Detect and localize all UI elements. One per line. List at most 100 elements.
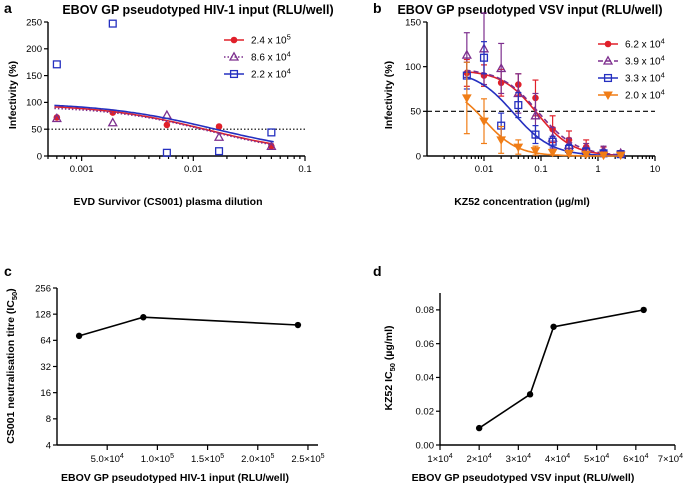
- chart-b-series-3-point: [598, 151, 609, 161]
- chart-b-series-3-point: [581, 150, 592, 160]
- chart-a-series-1-point: [266, 140, 277, 151]
- chart-d-xtick-label: 6×104: [623, 453, 648, 465]
- chart-c-xlabel: EBOV GP pseudotyped HIV-1 input (RLU/wel…: [61, 472, 289, 484]
- chart-a-legend-label-1-exp: 4: [287, 50, 291, 59]
- chart-b-series-3-point: [564, 149, 574, 159]
- chart-a-series-1-point: [213, 131, 225, 141]
- chart-c-xtick-label-exp: 4: [120, 453, 124, 460]
- chart-b-legend-marker-3: [603, 91, 613, 101]
- chart-b-series-1-point: [530, 110, 541, 120]
- chart-d-ytick-label: 0.02: [416, 407, 435, 418]
- chart-b-series-3-fit-line: [465, 101, 622, 157]
- chart-d-xtick-label: 1×104: [427, 453, 452, 465]
- chart-c-point: [140, 314, 147, 321]
- chart-b-legend-label-2-base: 3.3 x 10: [625, 74, 661, 85]
- chart-d-xtick-label-base: 3×10: [506, 454, 527, 465]
- chart-b-legend-label-3: 2.0 x 104: [625, 88, 665, 102]
- chart-d-ytick-label: 0.00: [416, 440, 435, 451]
- chart-d-ylabel: KZ52 IC50 (µg/ml): [383, 326, 397, 411]
- chart-c-ytick-label: 32: [40, 362, 51, 373]
- chart-b-legend-label-3-exp: 4: [661, 88, 665, 97]
- chart-b-series-2-point: [479, 53, 489, 62]
- chart-b-ylabel: Infectivity (%): [383, 61, 395, 129]
- chart-b-legend-label-0-exp: 4: [661, 37, 665, 46]
- chart-b-series-2-point: [514, 101, 523, 110]
- chart-d-xlabel: EBOV GP pseudotyped VSV input (RLU/well): [412, 472, 635, 484]
- chart-a-series-2-point: [214, 147, 224, 156]
- chart-b-series-2-fit-line: [465, 75, 622, 157]
- chart-d-xtick-label: 3×104: [506, 453, 531, 465]
- chart-d-ylabel-sub: 50: [388, 363, 397, 371]
- chart-a-series-1-point: [51, 112, 62, 123]
- chart-d-xtick-label-exp: 4: [605, 453, 609, 460]
- chart-b-legend-label-0-base: 6.2 x 10: [625, 40, 661, 51]
- chart-b-ytick-label: 150: [405, 17, 421, 28]
- chart-a-legend-label-0-exp: 5: [287, 33, 291, 42]
- chart-c-ytick-label: 256: [35, 283, 51, 294]
- chart-a-ytick-label: 0: [37, 151, 42, 162]
- chart-b-series-3-point: [513, 143, 524, 153]
- chart-a-plot: 0 50 100 150 200 250 0.001 0.01 0.1 2.4 x 105 8.6 …: [26, 17, 311, 175]
- chart-d-line: [478, 309, 644, 429]
- chart-d-ytick-label: 0.06: [416, 339, 435, 350]
- chart-c-ylabel-base: CS001 neutralisation titre (IC: [5, 300, 17, 444]
- chart-a-series-2-point: [267, 128, 276, 137]
- chart-a-series-0-fit-line: [54, 106, 274, 145]
- chart-b-series-1-fit-line: [465, 69, 622, 156]
- chart-a-legend-marker-1: [228, 51, 240, 61]
- panel-letter-d: d: [373, 263, 382, 279]
- panel-letter-c: c: [4, 263, 12, 279]
- chart-b-ytick-label: 0: [416, 151, 421, 162]
- chart-c-ylabel-sub: 50: [10, 292, 19, 300]
- chart-b-series-3-point: [530, 147, 541, 156]
- chart-b-ytick-label: 100: [405, 62, 421, 73]
- chart-d-point: [640, 306, 647, 314]
- chart-c-ylabel-end: ): [5, 288, 17, 292]
- chart-d-point: [526, 391, 534, 398]
- chart-b-series-2-point: [548, 137, 557, 146]
- chart-a-series-2-fit-line: [54, 104, 274, 143]
- chart-b-legend-label-1-exp: 4: [661, 54, 665, 63]
- chart-d-xtick-label: 7×104: [658, 453, 683, 465]
- chart-b-series-3-point: [496, 136, 507, 145]
- chart-a-series-1-point: [107, 117, 118, 127]
- chart-c-ytick-label: 64: [40, 336, 51, 347]
- chart-b-legend-label-3-base: 2.0 x 10: [625, 91, 661, 102]
- chart-c-xtick-label-base: 1.5×10: [191, 454, 220, 465]
- chart-a-series-0-point: [163, 121, 171, 129]
- chart-a-ytick-label: 150: [26, 71, 42, 82]
- chart-d-point: [550, 323, 557, 330]
- chart-d-xtick-label: 2×104: [467, 453, 492, 465]
- chart-a-legend-label-0-base: 2.4 x 10: [251, 36, 287, 47]
- chart-a-ytick-label: 250: [26, 17, 42, 28]
- chart-a-title: EBOV GP pseudotyped HIV-1 input (RLU/wel…: [62, 3, 333, 17]
- chart-d-ytick-label: 0.04: [416, 373, 435, 384]
- chart-b-title: EBOV GP pseudotyped VSV input (RLU/well): [397, 3, 662, 17]
- chart-c-xtick-label-base: 5.0×10: [91, 454, 120, 465]
- chart-a-series-1-fit-line: [54, 107, 274, 146]
- chart-c-xtick-label-exp: 5: [270, 453, 274, 460]
- chart-c-xtick-label: 2.0×105: [241, 453, 274, 465]
- chart-c-xtick-label-base: 1.0×10: [141, 454, 170, 465]
- chart-b-legend-label-0: 6.2 x 104: [625, 37, 665, 51]
- chart-a-ytick-label: 100: [26, 98, 42, 109]
- chart-d-ylabel-end: (µg/ml): [383, 326, 395, 364]
- chart-a-legend-label-2-base: 2.2 x 10: [251, 70, 287, 81]
- chart-d-xtick-label-exp: 4: [679, 453, 683, 460]
- chart-d-xtick-label-base: 5×10: [584, 454, 605, 465]
- chart-d-xtick-label-base: 1×10: [427, 454, 448, 465]
- chart-a-legend-label-2-exp: 4: [287, 67, 291, 76]
- chart-d-xtick-label-exp: 4: [449, 453, 453, 460]
- chart-b-series-3-point: [615, 151, 626, 161]
- chart-b-ytick-label: 50: [410, 107, 421, 118]
- chart-c-ytick-label: 16: [40, 388, 51, 399]
- chart-a-xlabel: EVD Survivor (CS001) plasma dilution: [73, 196, 262, 208]
- chart-b-series-3-point: [479, 117, 489, 127]
- chart-b-legend-marker-1: [602, 55, 614, 65]
- chart-c-xtick-label: 1.0×105: [141, 453, 174, 465]
- chart-b-legend-label-2: 3.3 x 104: [625, 71, 665, 85]
- chart-a-legend-marker-2: [229, 69, 239, 79]
- chart-d-xtick-label-base: 2×10: [467, 454, 488, 465]
